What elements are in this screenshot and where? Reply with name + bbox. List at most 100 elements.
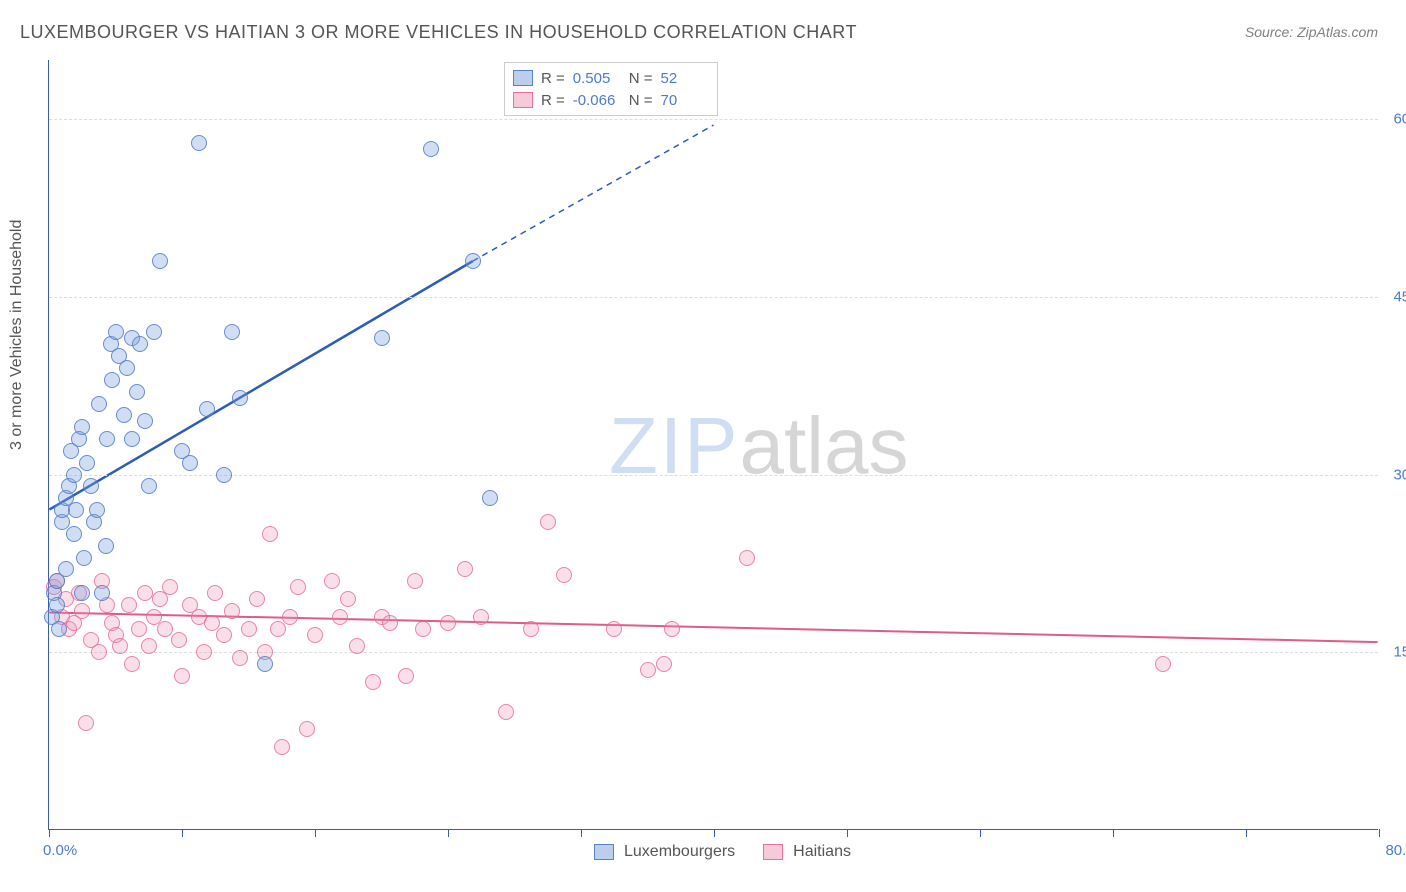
luxembourgers-point: [137, 413, 153, 429]
legend-r-label: R =: [541, 70, 565, 87]
series-legend: Luxembourgers Haitians: [594, 843, 869, 861]
x-tick: [980, 829, 981, 837]
haitians-point: [157, 621, 173, 637]
luxembourgers-point: [74, 585, 90, 601]
haitians-point: [556, 567, 572, 583]
legend-swatch-haitians: [763, 844, 783, 860]
luxembourgers-point: [257, 656, 273, 672]
luxembourgers-point: [374, 330, 390, 346]
luxembourgers-point: [216, 467, 232, 483]
haitians-point: [232, 650, 248, 666]
legend-n-value-luxembourgers: 52: [661, 70, 709, 87]
haitians-point: [274, 739, 290, 755]
correlation-legend: R =0.505N =52R =-0.066N =70: [504, 62, 718, 116]
haitians-point: [407, 573, 423, 589]
y-tick-label: 30.0%: [1393, 466, 1406, 483]
x-tick-label: 0.0%: [43, 842, 77, 859]
x-tick: [49, 829, 50, 837]
luxembourgers-point: [51, 621, 67, 637]
haitians-point: [382, 615, 398, 631]
haitians-point: [332, 609, 348, 625]
haitians-point: [249, 591, 265, 607]
luxembourgers-point: [423, 141, 439, 157]
haitians-point: [398, 668, 414, 684]
gridline: [49, 652, 1378, 653]
haitians-point: [241, 621, 257, 637]
luxembourgers-point: [49, 597, 65, 613]
y-tick-label: 15.0%: [1393, 644, 1406, 661]
luxembourgers-point: [116, 407, 132, 423]
haitians-point: [78, 715, 94, 731]
haitians-point: [171, 632, 187, 648]
luxembourgers-point: [224, 324, 240, 340]
y-axis-label: 3 or more Vehicles in Household: [8, 220, 26, 450]
x-tick: [315, 829, 316, 837]
haitians-point: [523, 621, 539, 637]
haitians-point: [606, 621, 622, 637]
haitians-point: [162, 579, 178, 595]
legend-label-luxembourgers: Luxembourgers: [624, 843, 735, 861]
haitians-point: [216, 627, 232, 643]
legend-row-haitians: R =-0.066N =70: [513, 89, 709, 111]
haitians-point: [498, 704, 514, 720]
luxembourgers-point: [146, 324, 162, 340]
y-tick-label: 60.0%: [1393, 111, 1406, 128]
chart-title: LUXEMBOURGER VS HAITIAN 3 OR MORE VEHICL…: [20, 22, 857, 43]
haitians-point: [137, 585, 153, 601]
haitians-point: [112, 638, 128, 654]
haitians-point: [299, 721, 315, 737]
scatter-plot: ZIPatlas 15.0%30.0%45.0%60.0%0.0%80.0%R …: [48, 60, 1378, 830]
luxembourgers-point: [465, 253, 481, 269]
legend-n-label: N =: [629, 92, 653, 109]
luxembourgers-point: [68, 502, 84, 518]
luxembourgers-point: [232, 390, 248, 406]
legend-swatch-luxembourgers: [594, 844, 614, 860]
luxembourgers-point: [99, 431, 115, 447]
luxembourgers-point: [94, 585, 110, 601]
haitians-point: [440, 615, 456, 631]
haitians-point: [290, 579, 306, 595]
haitians-point: [224, 603, 240, 619]
haitians-point: [270, 621, 286, 637]
haitians-point: [207, 585, 223, 601]
luxembourgers-point: [66, 526, 82, 542]
luxembourgers-point: [98, 538, 114, 554]
haitians-point: [656, 656, 672, 672]
x-tick: [714, 829, 715, 837]
legend-swatch-haitians: [513, 92, 533, 108]
luxembourgers-trend-dash: [473, 125, 714, 261]
haitians-point: [124, 656, 140, 672]
legend-n-label: N =: [629, 70, 653, 87]
legend-r-value-luxembourgers: 0.505: [573, 70, 621, 87]
x-tick: [581, 829, 582, 837]
haitians-point: [141, 638, 157, 654]
legend-row-luxembourgers: R = 0.505 N = 52: [513, 67, 709, 89]
luxembourgers-point: [89, 502, 105, 518]
haitians-point: [415, 621, 431, 637]
luxembourgers-point: [108, 324, 124, 340]
haitians-point: [324, 573, 340, 589]
haitians-point: [307, 627, 323, 643]
haitians-point: [365, 674, 381, 690]
legend-n-value-haitians: 70: [661, 92, 709, 109]
haitians-point: [91, 644, 107, 660]
x-tick: [448, 829, 449, 837]
luxembourgers-point: [141, 478, 157, 494]
legend-swatch-luxembourgers: [513, 70, 533, 86]
luxembourgers-point: [191, 135, 207, 151]
source-attribution: Source: ZipAtlas.com: [1245, 24, 1378, 40]
legend-label-haitians: Haitians: [793, 843, 851, 861]
legend-r-label: R =: [541, 92, 565, 109]
x-tick: [182, 829, 183, 837]
luxembourgers-point: [129, 384, 145, 400]
x-tick: [847, 829, 848, 837]
haitians-point: [196, 644, 212, 660]
luxembourgers-point: [83, 478, 99, 494]
luxembourgers-point: [119, 360, 135, 376]
haitians-point: [640, 662, 656, 678]
gridline: [49, 119, 1378, 120]
gridline: [49, 475, 1378, 476]
luxembourgers-point: [132, 336, 148, 352]
haitians-point: [121, 597, 137, 613]
y-tick-label: 45.0%: [1393, 288, 1406, 305]
